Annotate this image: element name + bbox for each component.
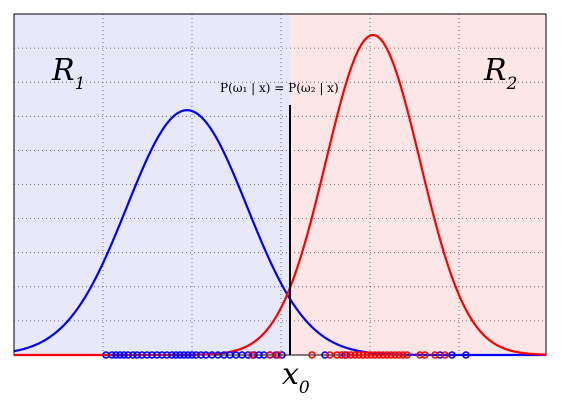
sample-marker-2-24 bbox=[441, 351, 449, 359]
sample-marker-1-2 bbox=[108, 351, 116, 359]
sample-marker-1-10 bbox=[143, 351, 151, 359]
sample-marker-1-41 bbox=[462, 351, 470, 359]
sample-marker-2-22 bbox=[421, 351, 429, 359]
sample-marker-1-5 bbox=[120, 351, 128, 359]
sample-marker-1-7 bbox=[129, 351, 137, 359]
sample-marker-1-37 bbox=[321, 351, 329, 359]
sample-marker-1-17 bbox=[176, 351, 184, 359]
sample-marker-1-21 bbox=[192, 351, 200, 359]
sample-marker-1-19 bbox=[184, 351, 192, 359]
sample-marker-2-12 bbox=[371, 351, 379, 359]
sample-marker-1-13 bbox=[158, 351, 166, 359]
sample-marker-2-13 bbox=[375, 351, 383, 359]
sample-marker-1-22 bbox=[197, 351, 205, 359]
sample-marker-2-15 bbox=[383, 351, 391, 359]
region-r2-label: R2 bbox=[483, 53, 517, 94]
sample-marker-1-12 bbox=[153, 351, 161, 359]
sample-marker-2-14 bbox=[379, 351, 387, 359]
sample-marker-1-9 bbox=[138, 351, 146, 359]
sample-marker-2-7 bbox=[351, 351, 359, 359]
sample-marker-2-2 bbox=[326, 351, 334, 359]
sample-marker-2-11 bbox=[367, 351, 375, 359]
sample-marker-1-36 bbox=[278, 351, 286, 359]
sample-marker-1-18 bbox=[180, 351, 188, 359]
sample-marker-1-3 bbox=[112, 351, 120, 359]
sample-marker-2-5 bbox=[343, 351, 351, 359]
sample-marker-2-6 bbox=[347, 351, 355, 359]
sample-marker-1-39 bbox=[436, 351, 444, 359]
sample-marker-1-6 bbox=[124, 351, 132, 359]
sample-marker-2-4 bbox=[338, 351, 346, 359]
sample-marker-2-8 bbox=[355, 351, 363, 359]
gridlines bbox=[14, 14, 546, 355]
sample-marker-2-18 bbox=[395, 351, 403, 359]
sample-marker-1-11 bbox=[148, 351, 156, 359]
sample-marker-2-25 bbox=[248, 351, 256, 359]
region-r1-label: R1 bbox=[51, 53, 85, 94]
equal-posterior-annotation: P(ω₁ | x) = P(ω₂ | x) bbox=[220, 81, 339, 95]
sample-marker-2-16 bbox=[387, 351, 395, 359]
sample-marker-2-10 bbox=[363, 351, 371, 359]
sample-marker-1-8 bbox=[133, 351, 141, 359]
sample-marker-2-17 bbox=[391, 351, 399, 359]
sample-marker-1-16 bbox=[172, 351, 180, 359]
sample-marker-2-20 bbox=[403, 351, 411, 359]
sample-marker-1-14 bbox=[163, 351, 171, 359]
sample-marker-2-27 bbox=[274, 351, 282, 359]
sample-marker-2-3 bbox=[333, 351, 341, 359]
region-r1-background bbox=[14, 14, 290, 355]
sample-markers bbox=[102, 351, 470, 359]
density-curve-1 bbox=[13, 109, 546, 357]
sample-marker-1-4 bbox=[116, 351, 124, 359]
sample-marker-2-21 bbox=[416, 351, 424, 359]
threshold-x0-label: x0 bbox=[282, 357, 310, 398]
sample-marker-2-19 bbox=[399, 351, 407, 359]
sample-marker-1-32 bbox=[255, 351, 263, 359]
sample-marker-1-20 bbox=[188, 351, 196, 359]
sample-marker-1-15 bbox=[168, 351, 176, 359]
plot-frame bbox=[13, 13, 547, 356]
sample-marker-2-9 bbox=[359, 351, 367, 359]
sample-marker-2-1 bbox=[308, 351, 316, 359]
sample-marker-1-40 bbox=[448, 351, 456, 359]
sample-marker-2-23 bbox=[431, 351, 439, 359]
sample-marker-2-26 bbox=[266, 351, 274, 359]
